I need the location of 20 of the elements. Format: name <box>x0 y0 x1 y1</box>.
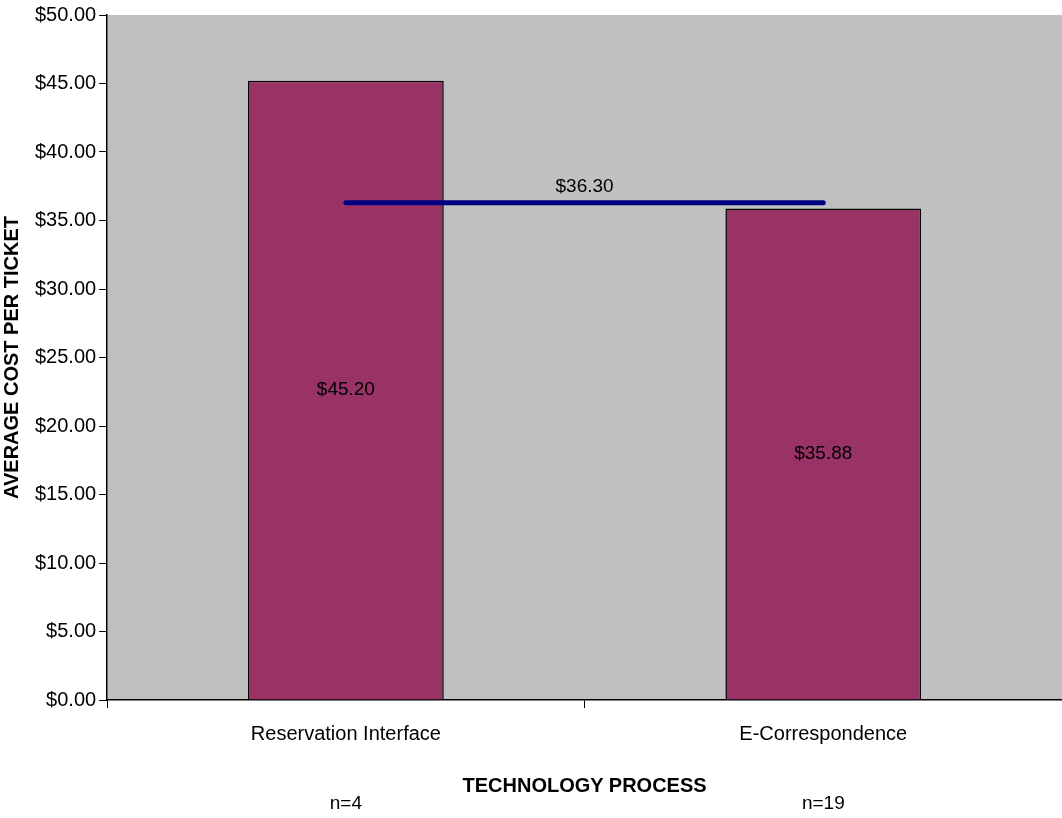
y-tick-label: $15.00 <box>35 482 97 505</box>
y-tick-label: $45.00 <box>35 71 97 94</box>
y-tick-label: $10.00 <box>35 550 97 573</box>
y-tick-label: $20.00 <box>35 413 97 436</box>
y-tick-label: $0.00 <box>46 687 97 710</box>
x-tick-label: E-Correspondence <box>739 721 908 744</box>
y-tick-label: $5.00 <box>46 619 97 642</box>
y-tick-label: $35.00 <box>35 208 97 231</box>
y-tick-label: $25.00 <box>35 345 97 368</box>
annotation: $36.30 <box>555 175 614 197</box>
y-tick-label: $30.00 <box>35 276 97 299</box>
data-label: $35.88 <box>794 442 853 464</box>
text: n=4 <box>329 792 363 814</box>
x-tick-label: Reservation Interface <box>250 721 441 744</box>
y-axis-title: AVERAGE COST PER TICKET <box>0 216 22 499</box>
text: n=19 <box>801 792 845 814</box>
x-axis-title: TECHNOLOGY PROCESS <box>462 773 707 796</box>
y-tick-label: $40.00 <box>35 139 97 162</box>
y-tick-label: $50.00 <box>35 2 97 25</box>
data-label: $45.20 <box>316 378 375 400</box>
